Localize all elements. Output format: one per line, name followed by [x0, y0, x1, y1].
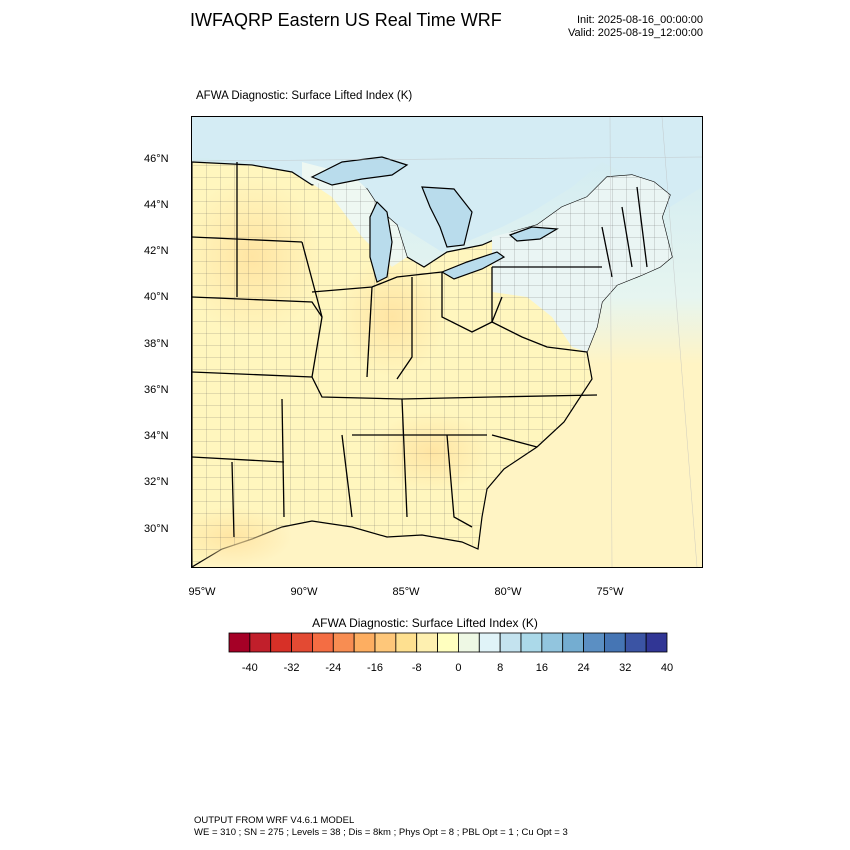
- colorbar-tick-label: 40: [660, 662, 674, 674]
- colorbar-tick-label: -40: [241, 662, 258, 674]
- colorbar-swatch: [353, 632, 376, 653]
- colorbar-swatch: [520, 632, 543, 653]
- colorbar-swatch: [458, 632, 480, 653]
- lake-ontario: [508, 226, 559, 242]
- colorbar-tick-label: -8: [411, 662, 422, 674]
- lat-label: 42°N: [144, 245, 169, 257]
- lake-superior: [310, 156, 409, 186]
- main-title: IWFAQRP Eastern US Real Time WRF: [190, 10, 502, 30]
- colorbar-tick-label: -24: [325, 662, 342, 674]
- colorbar-swatch: [374, 632, 397, 653]
- state-boundaries: [192, 162, 648, 538]
- colorbar-swatch: [583, 632, 605, 653]
- lat-label: 38°N: [144, 338, 169, 350]
- graticule: [192, 117, 702, 567]
- run-times: Init: 2025-08-16_00:00:00 Valid: 2025-08…: [530, 14, 703, 40]
- lon-label: 90°W: [290, 586, 318, 598]
- colorbar-tick-label: 24: [577, 662, 590, 674]
- colorbar-swatch: [249, 632, 272, 653]
- colorbar-swatch: [604, 632, 626, 653]
- colorbar-swatch: [478, 632, 501, 653]
- lat-label: 34°N: [144, 430, 169, 442]
- footer-model-line: OUTPUT FROM WRF V4.6.1 MODEL: [194, 815, 355, 826]
- colorbar-tick-label: 32: [619, 662, 632, 674]
- lat-label: 46°N: [144, 153, 169, 165]
- init-time: Init: 2025-08-16_00:00:00: [577, 14, 703, 26]
- colorbar-swatch: [562, 632, 584, 653]
- lat-label: 36°N: [144, 384, 169, 396]
- lifted-index-map: [192, 117, 702, 567]
- colorbar-swatch: [416, 632, 438, 653]
- lake-erie: [440, 251, 506, 280]
- colorbar-swatch: [291, 632, 313, 653]
- footer-config-line: WE = 310 ; SN = 275 ; Levels = 38 ; Dis …: [194, 827, 568, 838]
- colorbar-swatch: [228, 632, 251, 653]
- lat-label: 40°N: [144, 291, 169, 303]
- lake-michigan: [369, 200, 393, 283]
- colorbar-swatch: [395, 632, 418, 653]
- model-footer: OUTPUT FROM WRF V4.6.1 MODEL WE = 310 ; …: [194, 815, 568, 839]
- colorbar-tick-label: 8: [497, 662, 504, 674]
- map-panel: [191, 116, 703, 568]
- colorbar-swatch: [332, 632, 355, 653]
- northern-region: [192, 117, 702, 252]
- lon-label: 95°W: [188, 586, 216, 598]
- colorbar-tick-label: -32: [283, 662, 300, 674]
- lake-huron: [421, 186, 473, 248]
- colorbar-swatch: [645, 632, 668, 653]
- colorbar-swatch: [312, 632, 334, 653]
- colorbar: [228, 632, 668, 653]
- map-title: AFWA Diagnostic: Surface Lifted Index (K…: [196, 90, 413, 102]
- colorbar-swatch: [541, 632, 564, 653]
- lat-label: 30°N: [144, 523, 169, 535]
- colorbar-tick-label: -16: [367, 662, 383, 674]
- colorbar-swatch: [624, 632, 647, 653]
- valid-time: Valid: 2025-08-19_12:00:00: [568, 27, 703, 39]
- colorbar-title: AFWA Diagnostic: Surface Lifted Index (K…: [312, 616, 538, 630]
- colorbar-swatch: [437, 632, 459, 653]
- lon-label: 80°W: [494, 586, 522, 598]
- lon-label: 85°W: [392, 586, 420, 598]
- colorbar-tick-label: 0: [455, 662, 462, 674]
- lat-label: 32°N: [144, 476, 169, 488]
- colorbar-swatch: [270, 632, 292, 653]
- lon-label: 75°W: [596, 586, 624, 598]
- lat-label: 44°N: [144, 199, 169, 211]
- colorbar-swatch: [499, 632, 522, 653]
- colorbar-tick-label: 16: [535, 662, 548, 674]
- county-boundaries: [192, 162, 672, 567]
